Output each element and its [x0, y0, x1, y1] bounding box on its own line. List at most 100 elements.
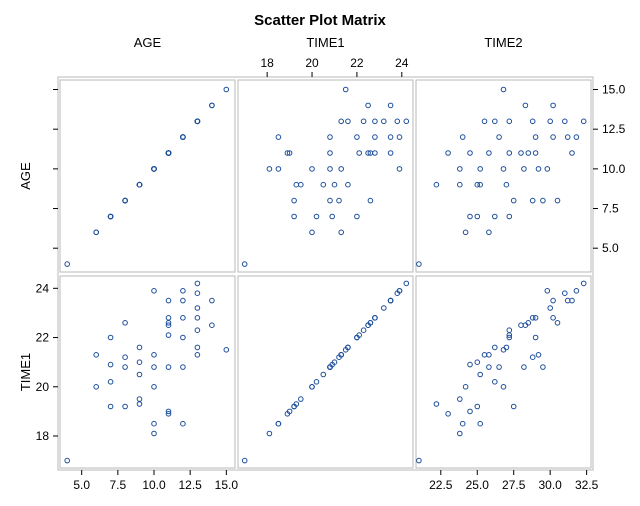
- data-point: [403, 118, 410, 125]
- data-point: [474, 213, 481, 220]
- data-point: [194, 290, 201, 297]
- data-point: [360, 118, 367, 125]
- data-point: [445, 150, 451, 156]
- data-point: [477, 166, 484, 172]
- data-point: [327, 364, 333, 370]
- data-point: [151, 384, 157, 390]
- data-point: [284, 150, 291, 156]
- data-point: [93, 229, 99, 236]
- data-point: [223, 347, 230, 353]
- data-point: [496, 134, 502, 140]
- axes-layer: [53, 72, 598, 475]
- data-point: [365, 102, 371, 109]
- data-point: [360, 327, 367, 334]
- points-age-vs-time1: [241, 86, 410, 267]
- data-point: [529, 118, 536, 125]
- data-point: [459, 420, 466, 427]
- x-tick-label-age: 10.0: [142, 478, 166, 492]
- data-point: [580, 118, 587, 125]
- data-point: [535, 352, 542, 358]
- data-point: [293, 401, 300, 407]
- data-point: [331, 181, 338, 188]
- data-point: [151, 352, 157, 358]
- x-tick-label-time1: 20: [305, 56, 319, 70]
- data-point: [313, 213, 320, 220]
- data-point: [180, 420, 186, 427]
- data-point: [481, 352, 488, 358]
- data-point: [445, 411, 451, 417]
- panel-age-vs-age: [59, 79, 236, 273]
- data-point: [535, 166, 542, 172]
- data-point: [372, 118, 378, 125]
- data-point: [165, 297, 172, 304]
- data-point: [372, 134, 378, 140]
- data-point: [532, 150, 539, 156]
- y-tick-label-age: 15.0: [602, 83, 626, 97]
- data-point: [122, 354, 128, 361]
- data-point: [165, 315, 172, 321]
- data-point: [367, 197, 374, 204]
- data-point: [342, 347, 349, 353]
- data-point: [136, 371, 143, 378]
- data-point: [532, 315, 539, 321]
- data-point: [492, 379, 498, 385]
- data-point: [554, 197, 561, 204]
- data-point: [165, 364, 172, 370]
- data-point: [396, 134, 403, 140]
- data-point: [467, 213, 473, 220]
- data-point: [309, 166, 315, 172]
- x-tick-label-time2: 30.0: [538, 478, 562, 492]
- x-tick-label-time2: 32.5: [575, 478, 599, 492]
- data-point: [387, 297, 394, 304]
- data-point: [151, 420, 157, 427]
- data-point: [521, 364, 527, 370]
- data-point: [477, 181, 484, 188]
- data-point: [381, 305, 387, 311]
- data-point: [338, 352, 345, 358]
- data-point: [336, 197, 342, 204]
- data-point: [298, 396, 304, 402]
- data-point: [194, 344, 201, 351]
- data-point: [394, 290, 401, 297]
- data-point: [338, 118, 345, 125]
- data-point: [457, 430, 463, 437]
- data-point: [275, 420, 282, 427]
- data-point: [194, 118, 201, 125]
- data-point: [372, 150, 378, 156]
- data-point: [500, 86, 507, 93]
- points-time1-vs-time1: [241, 280, 410, 464]
- data-point: [275, 134, 282, 140]
- data-point: [492, 118, 498, 125]
- data-point: [547, 305, 554, 311]
- data-point: [564, 297, 571, 304]
- data-point: [354, 134, 360, 140]
- column-label-age: AGE: [134, 35, 162, 50]
- x-tick-label-age: 12.5: [178, 478, 202, 492]
- data-point: [107, 361, 114, 368]
- data-point: [492, 344, 498, 351]
- data-point: [151, 364, 157, 370]
- data-point: [136, 359, 143, 366]
- x-tick-label-age: 15.0: [215, 478, 239, 492]
- data-point: [573, 134, 580, 140]
- data-point: [492, 213, 498, 220]
- x-tick-label-time2: 27.5: [502, 478, 526, 492]
- data-point: [136, 181, 143, 188]
- data-point: [298, 181, 304, 188]
- panel-time1-vs-age: [59, 275, 236, 469]
- column-label-time2: TIME2: [484, 35, 522, 50]
- data-point: [506, 150, 513, 156]
- data-point: [394, 118, 401, 125]
- data-point: [544, 166, 551, 172]
- data-point: [180, 134, 186, 140]
- labels-layer: AGE TIME1 TIME2 AGE TIME1 18 20 22 24 5.0 7.5 10.0 1…: [18, 35, 626, 492]
- data-point: [569, 150, 575, 156]
- row-label-age: AGE: [18, 162, 33, 190]
- data-point: [345, 118, 351, 125]
- data-point: [540, 197, 546, 204]
- data-point: [580, 280, 587, 287]
- data-point: [550, 297, 556, 304]
- data-point: [180, 297, 186, 304]
- x-tick-label-time2: 25.0: [466, 478, 490, 492]
